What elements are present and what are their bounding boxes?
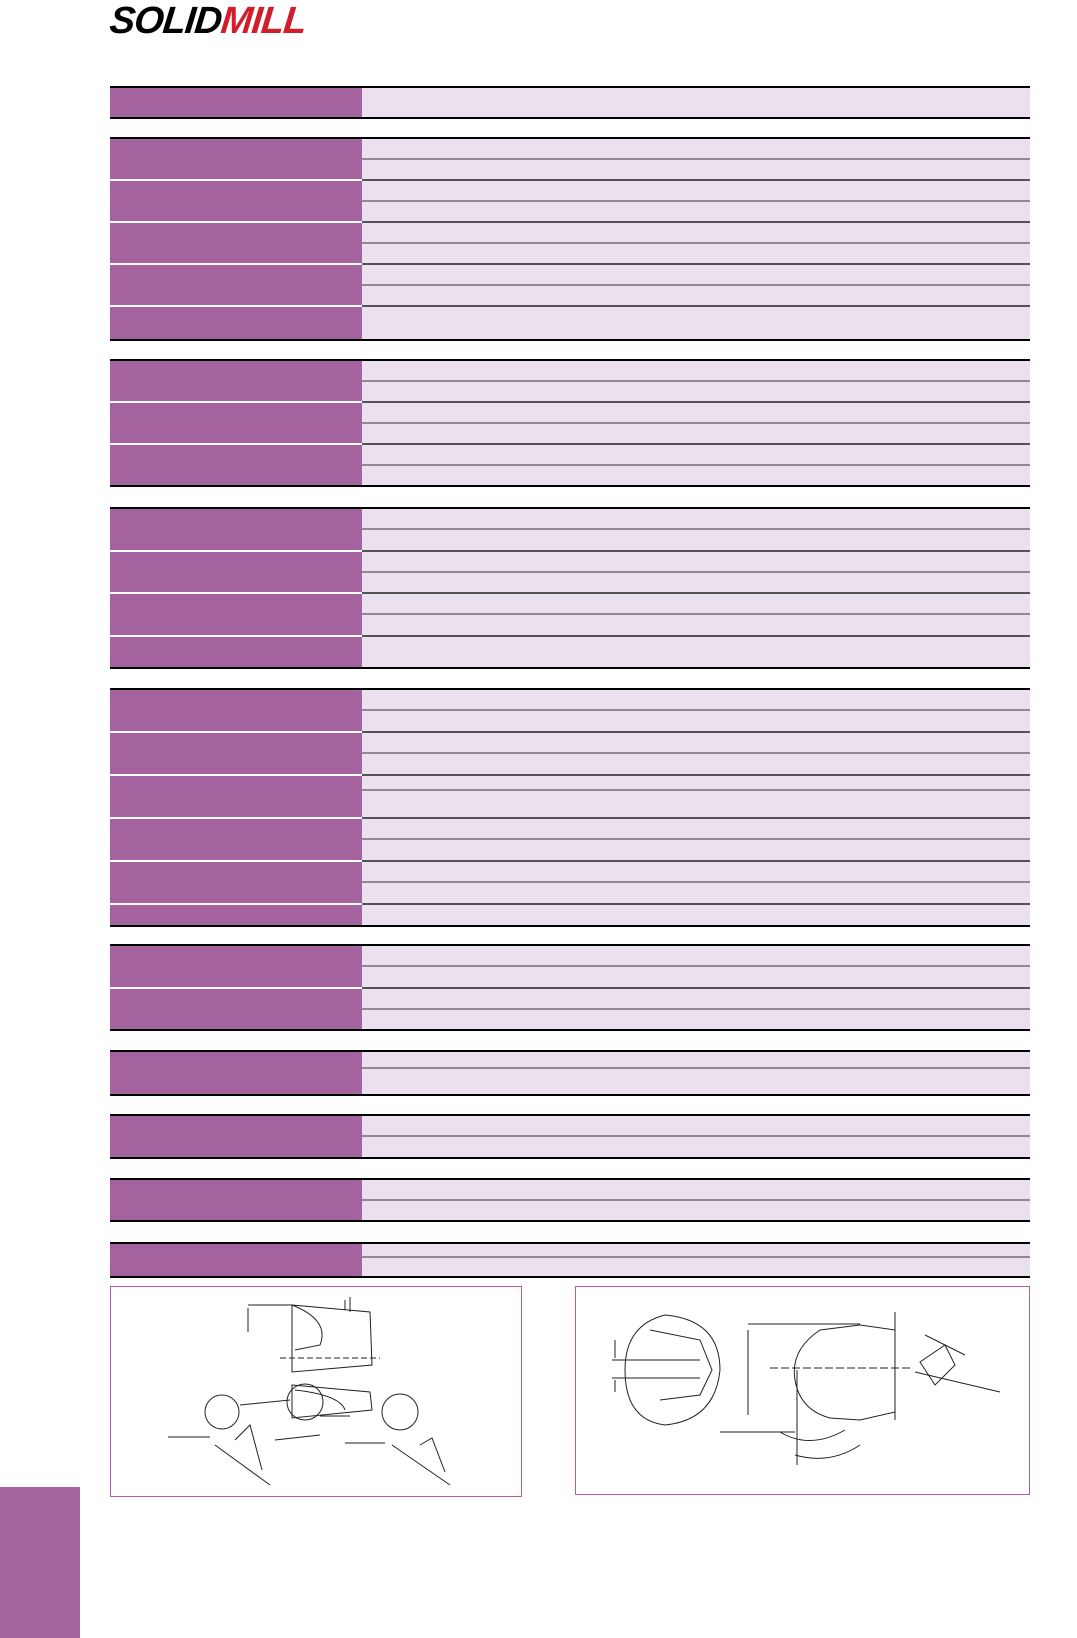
label-cell (110, 264, 362, 306)
value-cell (362, 306, 1030, 340)
value-cell (362, 444, 1030, 465)
label-cell (110, 551, 362, 593)
label-cell (110, 593, 362, 636)
value-cell (362, 285, 1030, 306)
value-cell (362, 988, 1030, 1009)
diagram-left (110, 1286, 522, 1497)
value-cell (362, 360, 1030, 381)
diagram-right (575, 1286, 1030, 1495)
value-cell (362, 593, 1030, 614)
label-cell (110, 222, 362, 264)
label-cell (110, 1243, 362, 1277)
value-cell (362, 1051, 1030, 1068)
value-cell (362, 1115, 1030, 1136)
label-cell (110, 306, 362, 340)
value-cell (362, 508, 1030, 529)
value-cell (362, 381, 1030, 402)
label-cell (110, 818, 362, 861)
page-tab (0, 1487, 80, 1638)
label-cell (110, 945, 362, 988)
label-cell (110, 180, 362, 222)
value-cell (362, 1179, 1030, 1200)
value-cell (362, 775, 1030, 790)
label-cell (110, 360, 362, 402)
label-cell (110, 444, 362, 486)
label-cell (110, 138, 362, 180)
value-cell (362, 790, 1030, 818)
value-cell (362, 945, 1030, 966)
value-cell (362, 423, 1030, 444)
label-cell (110, 988, 362, 1030)
label-cell (110, 1051, 362, 1095)
value-cell (362, 1200, 1030, 1221)
label-cell (110, 689, 362, 732)
value-cell (362, 1068, 1030, 1095)
value-cell (362, 614, 1030, 636)
value-cell (362, 87, 1030, 118)
value-cell (362, 243, 1030, 264)
value-cell (362, 1009, 1030, 1030)
tables (110, 86, 1030, 1278)
value-cell (362, 710, 1030, 732)
value-cell (362, 264, 1030, 285)
value-cell (362, 732, 1030, 753)
label-cell (110, 87, 362, 118)
label-cell (110, 636, 362, 668)
value-cell (362, 839, 1030, 861)
value-cell (362, 159, 1030, 180)
value-cell (362, 966, 1030, 988)
value-cell (362, 138, 1030, 159)
value-cell (362, 882, 1030, 904)
value-cell (362, 529, 1030, 551)
label-cell (110, 904, 362, 926)
value-cell (362, 861, 1030, 882)
value-cell (362, 180, 1030, 201)
value-cell (362, 689, 1030, 710)
value-cell (362, 222, 1030, 243)
value-cell (362, 1257, 1030, 1277)
value-cell (362, 551, 1030, 572)
label-cell (110, 1115, 362, 1158)
value-cell (362, 1243, 1030, 1257)
value-cell (362, 465, 1030, 486)
value-cell (362, 1136, 1030, 1158)
label-cell (110, 861, 362, 904)
value-cell (362, 201, 1030, 222)
label-cell (110, 775, 362, 818)
value-cell (362, 572, 1030, 593)
label-cell (110, 732, 362, 775)
value-cell (362, 753, 1030, 775)
value-cell (362, 636, 1030, 668)
value-cell (362, 818, 1030, 839)
value-cell (362, 402, 1030, 423)
value-cell (362, 904, 1030, 926)
label-cell (110, 1179, 362, 1221)
label-cell (110, 402, 362, 444)
label-cell (110, 508, 362, 551)
